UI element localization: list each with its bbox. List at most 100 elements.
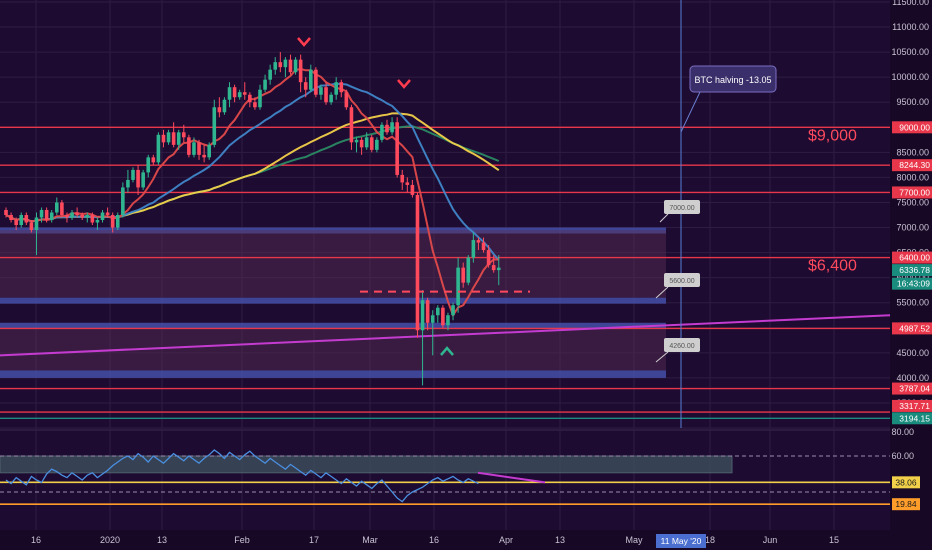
candle-body	[471, 240, 476, 258]
time-axis-tick: 18	[705, 535, 715, 545]
candle-body	[115, 215, 120, 228]
price-tag-box	[892, 159, 932, 172]
candle-body	[182, 132, 186, 138]
rsi-tag-box	[892, 498, 920, 511]
time-axis-tick: 17	[309, 535, 319, 545]
candle-body	[436, 307, 440, 316]
candle-body	[227, 87, 232, 100]
candle-body	[222, 99, 227, 113]
price-axis-tick: 4500.00	[896, 348, 929, 358]
candle-body	[375, 139, 379, 150]
candle-body	[29, 222, 34, 231]
candle-body	[344, 92, 349, 108]
candle-body	[298, 59, 303, 83]
candle-body	[171, 132, 176, 145]
candle-body	[212, 107, 217, 145]
candle-body	[217, 107, 222, 113]
halving-callout: BTC halving -13.05	[689, 65, 777, 93]
rsi-line	[5, 449, 479, 503]
big-price-label: $9,000	[808, 127, 857, 144]
price-axis-tick: 11000.00	[892, 22, 929, 32]
candle-body	[466, 257, 471, 283]
candle-body	[4, 209, 8, 215]
zone-label-box	[664, 338, 700, 352]
candle-body	[425, 300, 430, 323]
candle-body	[248, 94, 252, 103]
zone-band	[0, 322, 666, 329]
candle-body	[121, 187, 125, 215]
candle-body	[131, 169, 135, 180]
top-arrow-marker	[397, 79, 411, 89]
price-tag-box	[892, 412, 932, 425]
candle-body	[232, 87, 237, 98]
candle-body	[486, 250, 491, 266]
top-arrow-marker	[297, 37, 311, 47]
candle-body	[161, 134, 166, 143]
price-tag-text: 3317.71	[899, 401, 930, 411]
candle-body	[141, 172, 145, 188]
callout-box	[689, 65, 777, 93]
candle-body	[65, 215, 69, 218]
candle-body	[126, 179, 130, 188]
candle-body	[14, 220, 18, 226]
bottom-arrow-marker	[440, 346, 454, 356]
zone-label-text: 5600.00	[669, 278, 694, 285]
candle-body	[44, 209, 49, 221]
time-axis-tick: 15	[829, 535, 839, 545]
candle-body	[146, 157, 151, 173]
price-tag-text: 7700.00	[899, 187, 930, 197]
callout-text: BTC halving -13.05	[694, 75, 771, 85]
zone-label-pointer	[655, 286, 669, 299]
time-highlight-box	[656, 534, 706, 548]
price-axis-tick: 10500.00	[891, 47, 929, 57]
candle-body	[476, 240, 481, 243]
candle-body	[278, 62, 283, 68]
candle-body	[237, 92, 242, 98]
candle-body	[369, 137, 374, 150]
candle-body	[202, 154, 206, 158]
price-tag-box	[892, 322, 932, 335]
candle-body	[420, 300, 425, 331]
rsi-axis-tick: 80.00	[891, 427, 914, 437]
time-axis-tick: 16	[31, 535, 41, 545]
candle-body	[395, 122, 399, 175]
candle-body	[446, 315, 450, 326]
candle-body	[90, 215, 95, 223]
time-axis-tick: Apr	[499, 535, 513, 545]
candle-body	[461, 267, 465, 283]
rsi-tag-box	[892, 476, 920, 489]
candle-body	[293, 59, 298, 73]
candle-body	[314, 69, 318, 95]
rsi-band	[0, 455, 733, 474]
candle-body	[349, 107, 354, 143]
candle-body	[283, 59, 288, 68]
price-axis-tick: 7000.00	[896, 223, 929, 233]
candle-body	[85, 215, 90, 218]
price-tag-box	[892, 186, 932, 199]
candle-body	[491, 265, 496, 271]
candle-body	[410, 184, 415, 195]
candle-body	[136, 169, 140, 188]
price-tag-text: 16:43:09	[897, 279, 930, 289]
candle-body	[385, 124, 389, 133]
candle-body	[496, 267, 501, 271]
zone-label-text: 4260.00	[669, 343, 694, 350]
price-axis-tick: 6000.00	[896, 273, 929, 283]
price-tag-text: 6336.78	[899, 265, 930, 275]
time-axis-tick: 13	[157, 535, 167, 545]
candle-body	[400, 174, 405, 183]
price-axis-tick: 10000.00	[891, 72, 929, 82]
candle-body	[176, 132, 181, 145]
candle-body	[380, 124, 384, 140]
candle-body	[303, 82, 308, 90]
time-axis-bg	[0, 530, 932, 550]
zone-band	[0, 297, 666, 304]
candle-body	[456, 267, 460, 306]
candle-body	[70, 212, 74, 218]
rsi-trend-line	[477, 471, 546, 484]
price-axis-tick: 11500.00	[892, 0, 929, 7]
price-tag-text: 4987.52	[899, 323, 930, 333]
candle-body	[192, 142, 196, 155]
candle-body	[55, 202, 59, 213]
